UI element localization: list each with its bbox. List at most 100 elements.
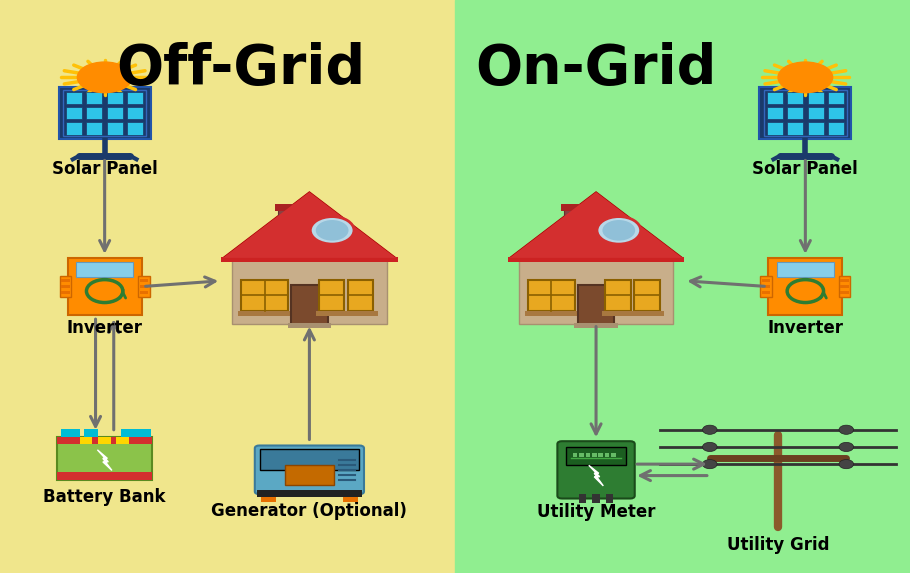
Bar <box>828 122 844 135</box>
FancyBboxPatch shape <box>557 441 635 499</box>
Bar <box>116 437 129 445</box>
FancyBboxPatch shape <box>64 90 146 136</box>
Text: Inverter: Inverter <box>66 319 143 336</box>
Bar <box>127 122 144 135</box>
Bar <box>261 496 276 502</box>
Bar <box>766 92 783 104</box>
Bar <box>316 311 378 316</box>
Bar <box>808 122 824 135</box>
Bar <box>599 453 602 457</box>
Circle shape <box>597 217 641 244</box>
Bar <box>763 291 770 294</box>
Bar <box>828 107 844 119</box>
Text: Utility Meter: Utility Meter <box>537 503 655 521</box>
Bar <box>127 107 144 119</box>
Bar <box>278 209 305 249</box>
Circle shape <box>310 217 354 244</box>
Text: Inverter: Inverter <box>767 319 844 336</box>
Bar <box>612 453 615 457</box>
Bar <box>84 430 98 437</box>
Bar <box>86 92 103 104</box>
FancyBboxPatch shape <box>761 276 772 297</box>
Polygon shape <box>510 192 682 258</box>
Bar <box>808 92 824 104</box>
Bar <box>519 258 673 324</box>
Text: Solar Panel: Solar Panel <box>52 160 157 178</box>
Bar <box>763 279 770 282</box>
Bar <box>86 107 103 119</box>
FancyBboxPatch shape <box>839 276 850 297</box>
Bar <box>56 472 152 480</box>
Bar <box>62 279 70 282</box>
Circle shape <box>316 220 349 241</box>
Bar <box>0 0 455 573</box>
Bar <box>127 92 144 104</box>
Bar <box>62 291 70 294</box>
Bar <box>133 430 151 437</box>
Bar <box>241 280 288 311</box>
Bar <box>528 280 575 311</box>
Bar <box>841 285 848 288</box>
Bar <box>140 291 147 294</box>
Circle shape <box>839 442 854 452</box>
Bar <box>86 122 103 135</box>
Polygon shape <box>223 192 396 258</box>
Bar <box>525 311 578 316</box>
Circle shape <box>703 442 717 452</box>
Bar <box>455 0 910 573</box>
Bar <box>275 204 308 211</box>
Bar <box>62 430 80 437</box>
FancyBboxPatch shape <box>764 90 846 136</box>
Bar <box>343 496 358 502</box>
FancyBboxPatch shape <box>255 446 364 494</box>
Bar <box>787 92 803 104</box>
Polygon shape <box>97 450 112 470</box>
Bar <box>841 291 848 294</box>
Text: Solar Panel: Solar Panel <box>753 160 858 178</box>
Polygon shape <box>510 192 682 258</box>
Bar <box>605 453 610 457</box>
Bar <box>828 92 844 104</box>
Bar <box>634 280 660 311</box>
Bar <box>508 257 684 262</box>
Bar <box>605 280 631 311</box>
Circle shape <box>602 220 635 241</box>
Ellipse shape <box>77 62 132 93</box>
Bar <box>586 453 590 457</box>
Bar <box>763 285 770 288</box>
FancyBboxPatch shape <box>68 258 142 315</box>
Bar <box>232 258 387 324</box>
Bar <box>56 437 152 480</box>
FancyBboxPatch shape <box>578 285 614 325</box>
Bar <box>564 209 592 249</box>
Circle shape <box>839 460 854 469</box>
Bar <box>288 323 331 328</box>
Bar <box>579 494 586 503</box>
Bar <box>56 437 152 445</box>
FancyBboxPatch shape <box>759 87 852 139</box>
Polygon shape <box>223 192 396 258</box>
Text: On-Grid: On-Grid <box>475 42 717 96</box>
Bar <box>841 279 848 282</box>
FancyBboxPatch shape <box>777 262 834 277</box>
Bar <box>808 107 824 119</box>
Bar <box>140 279 147 282</box>
Bar <box>606 494 613 503</box>
Bar <box>107 92 123 104</box>
FancyBboxPatch shape <box>566 447 626 465</box>
Bar <box>66 92 82 104</box>
Ellipse shape <box>778 62 833 93</box>
Bar <box>348 280 373 311</box>
Bar <box>766 107 783 119</box>
FancyBboxPatch shape <box>285 465 334 485</box>
Bar <box>602 311 664 316</box>
Bar <box>107 107 123 119</box>
Bar <box>62 285 70 288</box>
Circle shape <box>703 425 717 434</box>
Bar <box>98 437 111 445</box>
Bar <box>592 494 600 503</box>
Bar <box>221 257 398 262</box>
Text: Battery Bank: Battery Bank <box>44 488 166 506</box>
FancyBboxPatch shape <box>291 285 328 325</box>
Bar <box>580 453 584 457</box>
